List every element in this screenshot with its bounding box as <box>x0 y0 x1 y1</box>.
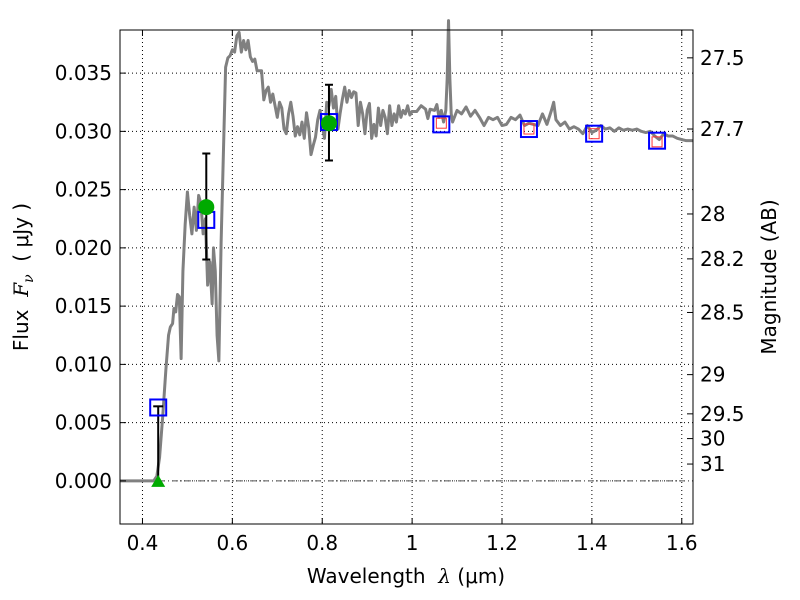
y-tick-label: 0.010 <box>55 352 112 376</box>
y2-tick-label: 31 <box>700 452 725 476</box>
model-photometry-square <box>432 115 451 134</box>
x-tick-label: 1.2 <box>486 531 518 555</box>
upper-limit-marker <box>151 474 166 487</box>
x-axis-title-prefix: Wavelength <box>307 564 438 588</box>
model-photometry-square <box>149 398 168 417</box>
y2-tick-label: 28.5 <box>700 300 745 324</box>
y-tick-label: 0.015 <box>55 294 112 318</box>
y2-tick-label: 29.5 <box>700 402 745 426</box>
y2-tick-label: 27.5 <box>700 46 745 70</box>
spectrum-line <box>120 19 693 483</box>
plot-frame <box>119 29 694 525</box>
x-tick-label: 1.6 <box>666 531 698 555</box>
x-tick-label: 0.6 <box>216 531 248 555</box>
y-axis-title-subscript: ν <box>21 274 37 283</box>
y-tick-label: 0.005 <box>55 411 112 435</box>
y2-tick-label: 30 <box>700 427 725 451</box>
observed-flux-point <box>320 115 337 132</box>
x-axis-title: Wavelength λ (μm) <box>307 564 505 588</box>
y-tick-label: 0.035 <box>55 61 112 85</box>
y2-tick-label: 29 <box>700 363 725 387</box>
y-axis-title-prefix: Flux <box>9 297 33 351</box>
y-tick-label: 0.030 <box>55 119 112 143</box>
photometry-square-inner <box>651 136 663 148</box>
y-axis-title: Flux Fν ( μJy ) <box>9 203 37 351</box>
model-photometry-square <box>519 120 538 139</box>
y-axis-title-units: ( μJy ) <box>9 203 33 275</box>
model-photometry-square <box>585 124 604 143</box>
photometry-square-inner <box>588 128 600 140</box>
y-axis-title-symbol: F <box>9 282 33 298</box>
x-axis-title-units: (μm) <box>451 564 505 588</box>
photometry-square-inner <box>435 117 447 129</box>
plot-area <box>120 19 693 487</box>
y2-tick-label: 27.7 <box>700 117 745 141</box>
axis-ticks: 0.4 0.6 0.8 1 1.2 1.4 1.6 0.000 0.005 0.010 0.015 0… <box>55 30 745 555</box>
y-tick-label: 0.025 <box>55 178 112 202</box>
x-tick-label: 0.4 <box>127 531 159 555</box>
y2-tick-label: 28.2 <box>700 247 745 271</box>
x-tick-label: 0.8 <box>306 531 338 555</box>
y-tick-label: 0.020 <box>55 236 112 260</box>
model-photometry-square <box>648 131 667 150</box>
y2-tick-label: 28 <box>700 202 725 226</box>
x-tick-label: 1 <box>406 531 419 555</box>
observed-flux-point <box>198 199 215 216</box>
photometry-square-inner <box>523 123 535 135</box>
y2-axis-title: Magnitude (AB) <box>757 199 781 354</box>
x-tick-label: 1.4 <box>576 531 608 555</box>
x-axis-title-symbol: λ <box>437 564 451 588</box>
y-tick-label: 0.000 <box>55 469 112 493</box>
